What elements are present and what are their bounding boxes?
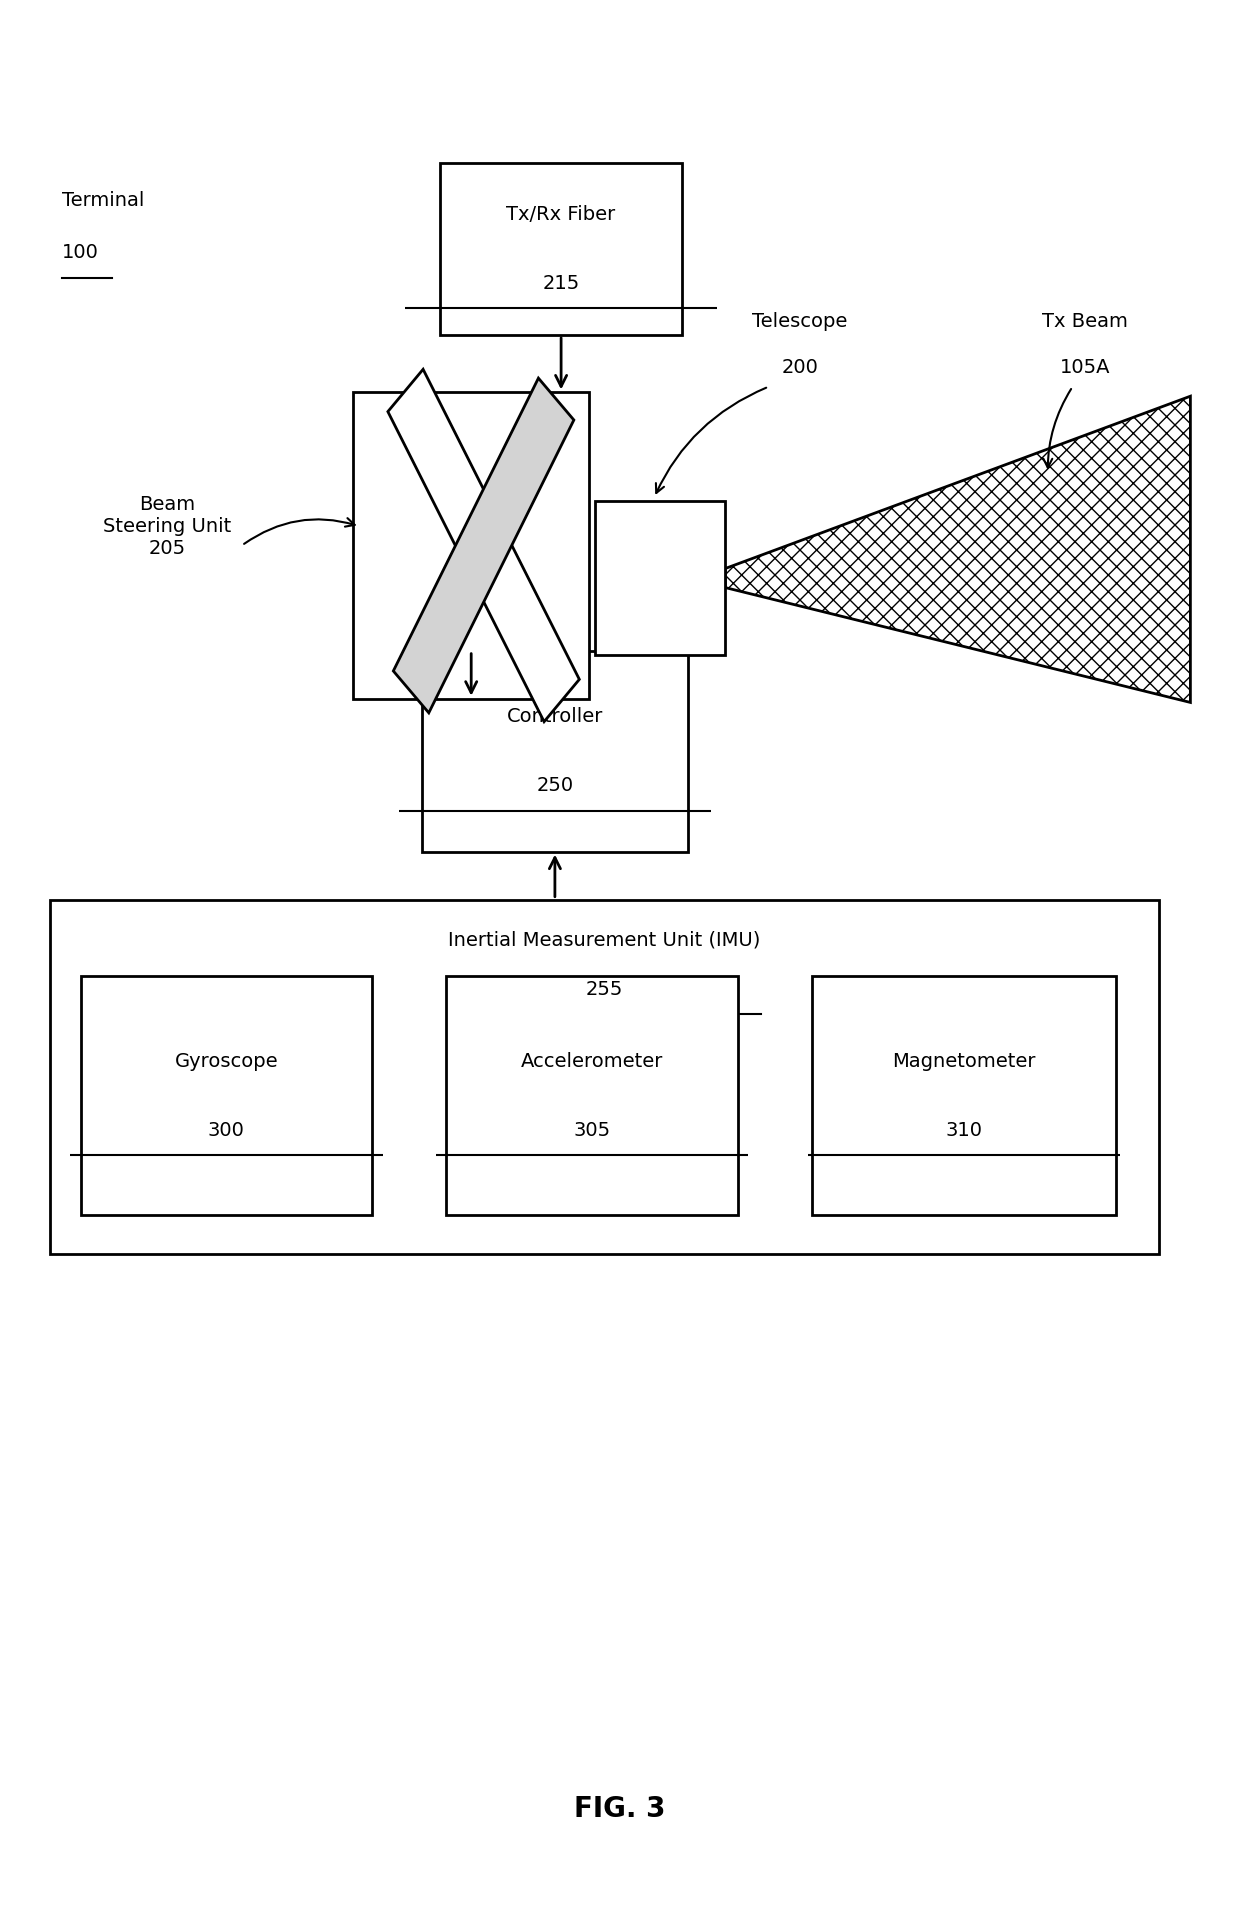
Text: Controller: Controller <box>507 708 603 725</box>
Text: 250: 250 <box>537 777 573 794</box>
Text: Gyroscope: Gyroscope <box>175 1053 278 1070</box>
Polygon shape <box>388 369 579 722</box>
Text: Magnetometer: Magnetometer <box>893 1053 1035 1070</box>
Text: 215: 215 <box>542 274 580 293</box>
Text: Telescope: Telescope <box>753 312 847 331</box>
Polygon shape <box>725 396 1190 702</box>
Bar <box>595 501 725 655</box>
Text: 305: 305 <box>574 1122 610 1139</box>
Text: Beam
Steering Unit
205: Beam Steering Unit 205 <box>103 496 232 557</box>
Text: Inertial Measurement Unit (IMU): Inertial Measurement Unit (IMU) <box>449 930 760 949</box>
Text: Accelerometer: Accelerometer <box>521 1053 663 1070</box>
Bar <box>353 392 589 699</box>
Bar <box>440 163 682 335</box>
Bar <box>81 976 372 1215</box>
Polygon shape <box>393 379 574 712</box>
Text: 200: 200 <box>781 358 818 377</box>
Text: 105A: 105A <box>1060 358 1110 377</box>
Text: 100: 100 <box>62 243 99 262</box>
Bar <box>812 976 1116 1215</box>
Text: Terminal: Terminal <box>62 191 144 211</box>
Text: Tx/Rx Fiber: Tx/Rx Fiber <box>506 205 616 224</box>
Text: 310: 310 <box>946 1122 982 1139</box>
Text: 255: 255 <box>585 980 624 999</box>
Text: 300: 300 <box>208 1122 244 1139</box>
Bar <box>50 900 1159 1254</box>
Text: Tx Beam: Tx Beam <box>1042 312 1128 331</box>
Text: FIG. 3: FIG. 3 <box>574 1795 666 1822</box>
Bar <box>422 651 688 852</box>
Bar <box>446 976 738 1215</box>
